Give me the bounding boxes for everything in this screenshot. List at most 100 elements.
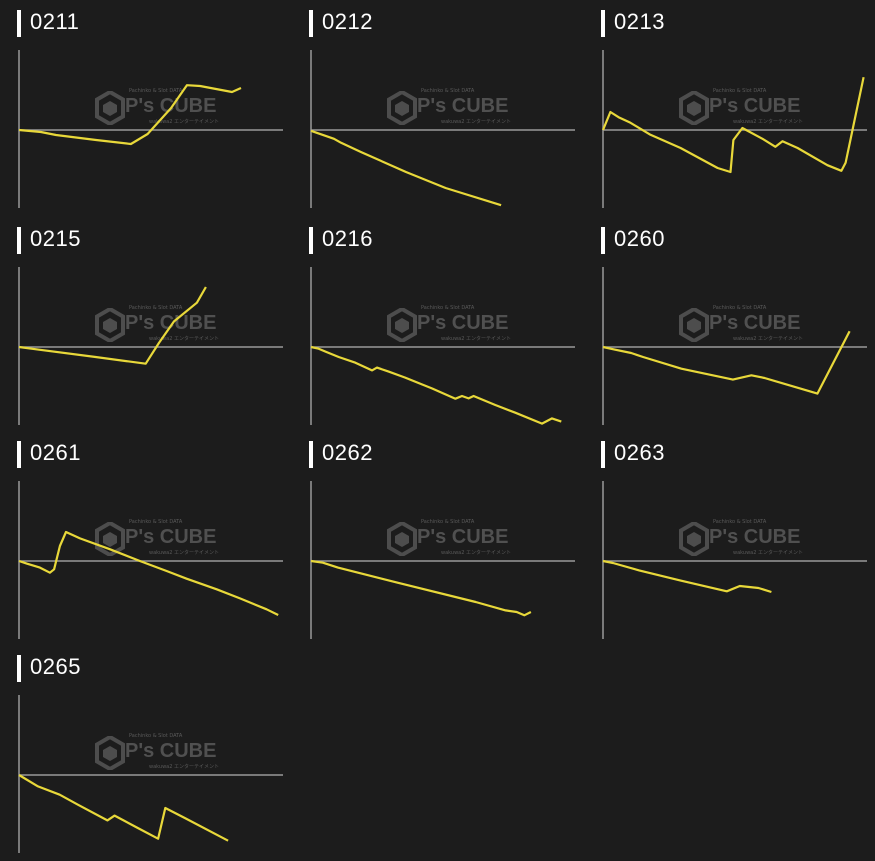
title-accent-bar [601, 227, 605, 254]
series-line [310, 559, 532, 617]
cube-logo-icon [679, 308, 709, 342]
watermark-brand: P's CUBE [125, 526, 217, 548]
chart-panel-0216[interactable]: 0216 Pachinko & Slot DATA P's CUBE wakuw… [292, 217, 582, 431]
series-line [310, 345, 562, 425]
pscube-watermark: Pachinko & Slot DATA P's CUBE wakuwa2 エン… [95, 733, 219, 773]
chart-title: 0211 [30, 9, 80, 34]
watermark-top-text: Pachinko & Slot DATA [421, 519, 475, 525]
line-chart [18, 267, 283, 425]
chart-title: 0213 [614, 9, 665, 34]
watermark-sub-text: wakuwa2 エンターテイメント [149, 119, 219, 125]
watermark-sub-text: wakuwa2 エンターテイメント [441, 550, 511, 556]
pscube-watermark: Pachinko & Slot DATA P's CUBE wakuwa2 エン… [95, 519, 219, 559]
cube-logo-icon [95, 91, 125, 125]
pscube-watermark: Pachinko & Slot DATA P's CUBE wakuwa2 エン… [679, 88, 803, 128]
watermark-brand: P's CUBE [709, 312, 801, 334]
cube-logo-icon [679, 522, 709, 556]
chart-panel-0212[interactable]: 0212 Pachinko & Slot DATA P's CUBE wakuw… [292, 0, 582, 214]
cube-logo-icon [387, 91, 417, 125]
watermark-top-text: Pachinko & Slot DATA [421, 88, 475, 94]
chart-title: 0265 [30, 654, 81, 679]
pscube-watermark: Pachinko & Slot DATA P's CUBE wakuwa2 エン… [95, 88, 219, 128]
cube-logo-icon [387, 522, 417, 556]
line-chart [602, 481, 867, 639]
watermark-sub-text: wakuwa2 エンターテイメント [733, 550, 803, 556]
cube-logo-icon [95, 308, 125, 342]
line-chart [18, 50, 283, 208]
chart-panel-0262[interactable]: 0262 Pachinko & Slot DATA P's CUBE wakuw… [292, 431, 582, 645]
watermark-brand: P's CUBE [125, 95, 217, 117]
chart-panel-0265[interactable]: 0265 Pachinko & Slot DATA P's CUBE wakuw… [0, 645, 290, 859]
watermark-sub-text: wakuwa2 エンターテイメント [441, 336, 511, 342]
watermark-top-text: Pachinko & Slot DATA [129, 519, 183, 525]
title-accent-bar [17, 10, 21, 37]
pscube-watermark: Pachinko & Slot DATA P's CUBE wakuwa2 エン… [387, 519, 511, 559]
watermark-brand: P's CUBE [125, 740, 217, 762]
chart-panel-0260[interactable]: 0260 Pachinko & Slot DATA P's CUBE wakuw… [584, 217, 874, 431]
chart-panel-0261[interactable]: 0261 Pachinko & Slot DATA P's CUBE wakuw… [0, 431, 290, 645]
watermark-sub-text: wakuwa2 エンターテイメント [733, 119, 803, 125]
chart-panel-0211[interactable]: 0211 Pachinko & Slot DATA P's CUBE wakuw… [0, 0, 290, 214]
pscube-watermark: Pachinko & Slot DATA P's CUBE wakuwa2 エン… [679, 305, 803, 345]
cube-logo-icon [95, 736, 125, 770]
chart-title: 0263 [614, 440, 665, 465]
chart-title: 0260 [614, 226, 665, 251]
line-chart [601, 50, 867, 208]
series-line [18, 286, 207, 365]
watermark-top-text: Pachinko & Slot DATA [129, 305, 183, 311]
watermark-top-text: Pachinko & Slot DATA [713, 519, 767, 525]
watermark-sub-text: wakuwa2 エンターテイメント [149, 764, 219, 770]
line-chart [310, 50, 575, 208]
chart-title: 0215 [30, 226, 81, 251]
watermark-sub-text: wakuwa2 エンターテイメント [733, 336, 803, 342]
watermark-brand: P's CUBE [709, 95, 801, 117]
chart-title: 0261 [30, 440, 81, 465]
pscube-watermark: Pachinko & Slot DATA P's CUBE wakuwa2 エン… [95, 305, 219, 345]
watermark-brand: P's CUBE [125, 312, 217, 334]
chart-panel-0213[interactable]: 0213 Pachinko & Slot DATA P's CUBE wakuw… [584, 0, 874, 214]
title-accent-bar [601, 441, 605, 468]
chart-panel-0215[interactable]: 0215 Pachinko & Slot DATA P's CUBE wakuw… [0, 217, 290, 431]
chart-title: 0262 [322, 440, 373, 465]
watermark-brand: P's CUBE [709, 526, 801, 548]
watermark-brand: P's CUBE [417, 312, 509, 334]
line-chart [18, 695, 283, 853]
title-accent-bar [309, 227, 313, 254]
watermark-sub-text: wakuwa2 エンターテイメント [149, 550, 219, 556]
watermark-sub-text: wakuwa2 エンターテイメント [441, 119, 511, 125]
cube-logo-icon [95, 522, 125, 556]
watermark-brand: P's CUBE [417, 526, 509, 548]
watermark-top-text: Pachinko & Slot DATA [713, 305, 767, 311]
watermark-top-text: Pachinko & Slot DATA [129, 733, 183, 739]
line-chart [310, 267, 575, 425]
series-line [602, 330, 851, 395]
title-accent-bar [17, 227, 21, 254]
watermark-sub-text: wakuwa2 エンターテイメント [149, 336, 219, 342]
cube-logo-icon [387, 308, 417, 342]
title-accent-bar [17, 655, 21, 682]
watermark-top-text: Pachinko & Slot DATA [129, 88, 183, 94]
line-chart [310, 481, 575, 639]
pscube-watermark: Pachinko & Slot DATA P's CUBE wakuwa2 エン… [387, 88, 511, 128]
chart-title: 0216 [322, 226, 373, 251]
series-line [18, 84, 242, 146]
cube-logo-icon [679, 91, 709, 125]
watermark-top-text: Pachinko & Slot DATA [421, 305, 475, 311]
series-line [18, 774, 229, 842]
pscube-watermark: Pachinko & Slot DATA P's CUBE wakuwa2 エン… [679, 519, 803, 559]
series-line [310, 129, 502, 207]
title-accent-bar [17, 441, 21, 468]
chart-panel-0263[interactable]: 0263 Pachinko & Slot DATA P's CUBE wakuw… [584, 431, 874, 645]
title-accent-bar [601, 10, 605, 37]
line-chart [18, 481, 283, 639]
watermark-top-text: Pachinko & Slot DATA [713, 88, 767, 94]
line-chart [602, 267, 867, 425]
title-accent-bar [309, 10, 313, 37]
series-line [18, 530, 279, 616]
series-line [602, 559, 772, 594]
chart-title: 0212 [322, 9, 373, 34]
pscube-watermark: Pachinko & Slot DATA P's CUBE wakuwa2 エン… [387, 305, 511, 345]
series-line [601, 76, 865, 174]
watermark-brand: P's CUBE [417, 95, 509, 117]
title-accent-bar [309, 441, 313, 468]
